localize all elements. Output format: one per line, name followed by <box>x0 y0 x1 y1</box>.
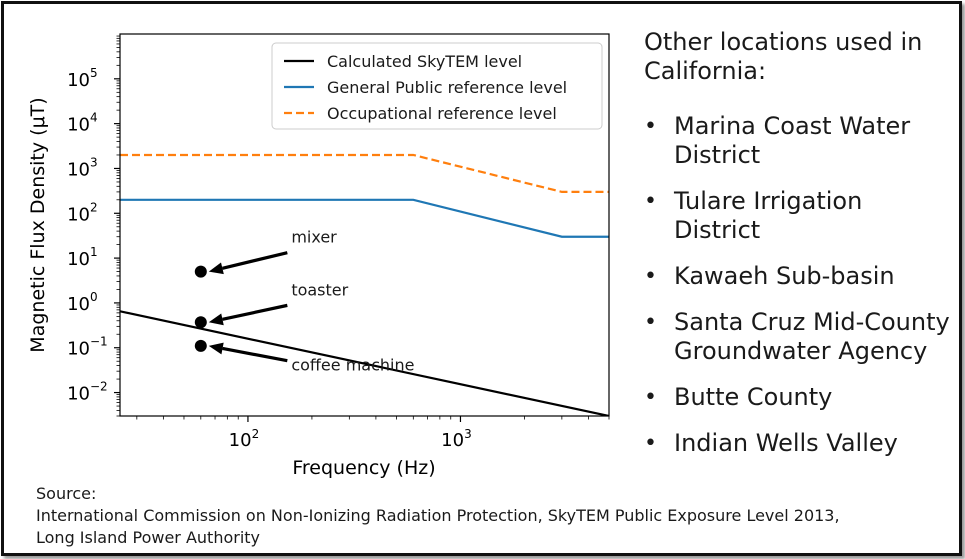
location-item: • Butte County <box>644 383 954 412</box>
series-line-general-public-reference-level <box>120 198 609 238</box>
annotation-coffee-machine: coffee machine <box>291 356 414 375</box>
x-axis-label: Frequency (Hz) <box>292 457 435 479</box>
location-label: Marina Coast Water District <box>674 112 911 169</box>
bullet: • <box>644 431 657 456</box>
series-line-occupational-reference-level <box>120 153 609 193</box>
location-label: Kawaeh Sub-basin <box>674 262 895 290</box>
chart-legend: Calculated SkyTEM level General Public re… <box>271 42 603 130</box>
arrow-toaster <box>222 303 288 321</box>
source-citation: Source: International Commission on Non-… <box>36 483 956 549</box>
x-tick-label: 102 <box>229 427 260 451</box>
location-label: Tulare Irrigation District <box>674 187 863 244</box>
locations-heading: Other locations used in California: <box>644 28 923 85</box>
plot-area-border <box>119 33 610 417</box>
legend-box <box>271 42 603 130</box>
arrow-coffee-machine <box>222 346 288 363</box>
x-tick-label: 103 <box>441 427 472 451</box>
location-item: • Indian Wells Valley <box>644 429 954 458</box>
arrowhead-toaster <box>208 313 224 326</box>
bullet: • <box>644 114 657 139</box>
y-axis-label: Magnetic Flux Density (μT) <box>27 97 49 352</box>
point-coffee-machine <box>194 339 207 352</box>
source-line: Long Island Power Authority <box>36 528 261 547</box>
annotation-mixer: mixer <box>291 228 337 247</box>
points-layer <box>194 265 207 352</box>
y-tick-label: 103 <box>67 155 98 180</box>
y-tick-label: 100 <box>67 290 98 315</box>
source-label: Source: <box>36 484 97 503</box>
locations-panel: Other locations used in California: • Mar… <box>644 28 954 475</box>
y-axis-ticks: 10−2 10−1 100 101 102 103 104 105 <box>67 35 120 417</box>
series-line-calculated-skytem-level <box>120 310 609 416</box>
location-label: Indian Wells Valley <box>674 429 898 457</box>
annotation-layer: mixer toaster coffee machine <box>208 228 414 375</box>
legend-label-general-public-reference-level: General Public reference level <box>327 78 567 97</box>
location-item: • Marina Coast Water District <box>644 112 954 170</box>
location-item: • Tulare Irrigation District <box>644 187 954 245</box>
point-toaster <box>194 316 207 329</box>
bullet: • <box>644 385 657 410</box>
source-line: International Commission on Non-Ionizing… <box>36 506 840 525</box>
series-layer <box>120 153 609 416</box>
annotation-toaster: toaster <box>291 280 348 299</box>
y-tick-label: 10−2 <box>67 380 108 405</box>
y-tick-label: 105 <box>67 66 98 91</box>
legend-entries: Calculated SkyTEM level General Public re… <box>284 52 567 123</box>
y-tick-label: 101 <box>67 245 98 270</box>
locations-list: • Marina Coast Water District • Tulare Irr… <box>644 112 954 458</box>
location-label: Butte County <box>674 383 833 411</box>
bullet: • <box>644 264 657 289</box>
arrow-mixer <box>222 251 288 270</box>
location-label: Santa Cruz Mid-County Groundwater Agency <box>674 308 950 365</box>
point-mixer <box>194 265 207 278</box>
y-tick-label: 10−1 <box>67 335 108 360</box>
arrowhead-coffee-machine <box>208 342 224 355</box>
legend-label-calculated-skytem-level: Calculated SkyTEM level <box>327 52 522 71</box>
arrowhead-mixer <box>208 262 224 275</box>
location-item: • Kawaeh Sub-basin <box>644 262 954 291</box>
y-tick-label: 102 <box>67 200 98 225</box>
location-item: • Santa Cruz Mid-County Groundwater Agenc… <box>644 308 954 366</box>
x-axis-ticks: 102 103 <box>136 416 610 451</box>
bullet: • <box>644 310 657 335</box>
legend-label-occupational-reference-level: Occupational reference level <box>327 104 557 123</box>
y-tick-label: 104 <box>67 111 98 136</box>
bullet: • <box>644 189 657 214</box>
